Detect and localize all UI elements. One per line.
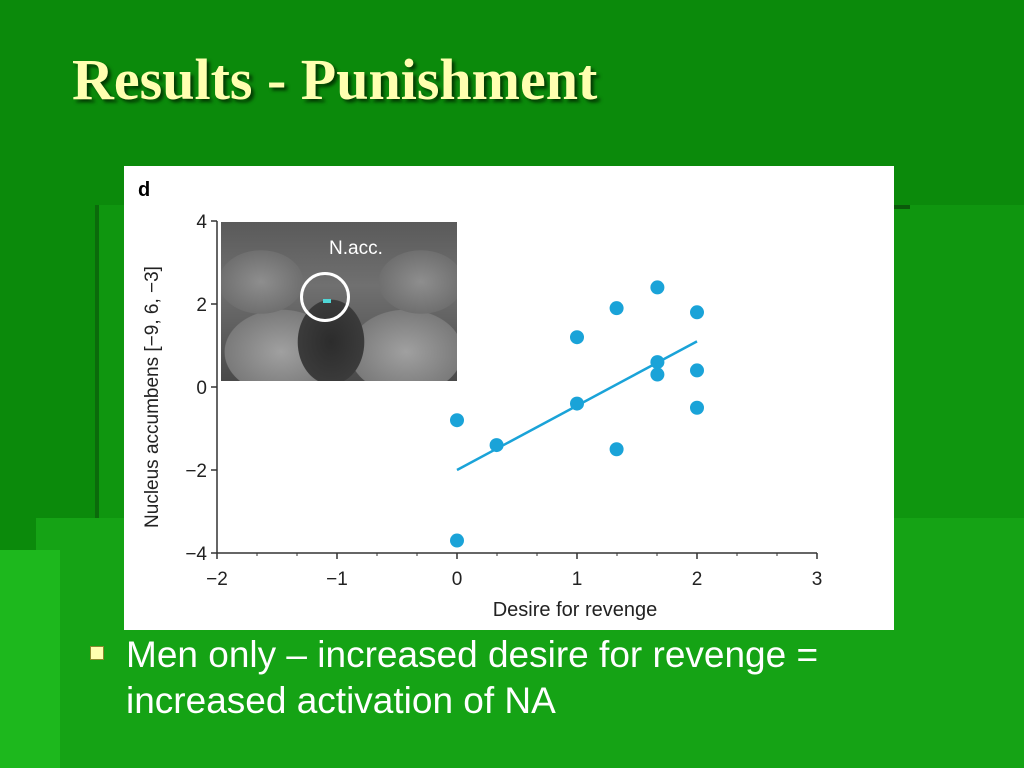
x-tick-label: 2 <box>692 569 703 590</box>
panel-label: d <box>138 179 150 201</box>
slide-title: Results - Punishment <box>72 47 598 112</box>
x-tick-label: 3 <box>812 569 823 590</box>
y-tick-label: 0 <box>196 378 207 399</box>
data-point <box>690 400 704 415</box>
data-point <box>650 280 665 295</box>
data-point <box>650 367 665 382</box>
x-tick-label: 1 <box>572 569 583 590</box>
y-tick-label: 4 <box>196 212 207 233</box>
y-tick-label: 2 <box>196 295 207 316</box>
bullet-text: Men only – increased desire for revenge … <box>126 634 819 721</box>
scatter-chart: d −2 −1 0 1 2 3 −4 −2 0 2 4 Desire for revenge Nucleu… <box>138 179 823 621</box>
y-tick-label: −4 <box>185 544 207 565</box>
y-tick-label: −2 <box>185 461 207 482</box>
decorative-line-left <box>95 205 99 518</box>
data-point <box>609 442 624 457</box>
x-tick-label: 0 <box>452 569 463 590</box>
data-point <box>450 533 464 548</box>
activation-spot <box>323 299 331 303</box>
data-point <box>609 301 624 316</box>
y-axis-title: Nucleus accumbens [−9, 6, −3] <box>142 266 163 528</box>
x-tick-label: −2 <box>206 569 228 590</box>
data-point <box>690 363 704 378</box>
brain-scan-inset: N.acc. <box>221 222 457 381</box>
background-panel-corner <box>0 550 60 768</box>
data-point <box>489 438 504 453</box>
figure-panel: d −2 −1 0 1 2 3 −4 −2 0 2 4 Desire for revenge Nucleu… <box>124 166 894 630</box>
bullet-marker-icon <box>90 646 104 660</box>
x-axis-title: Desire for revenge <box>493 599 658 621</box>
region-circle <box>300 272 350 322</box>
x-tick-label: −1 <box>326 569 348 590</box>
data-point <box>650 355 665 370</box>
data-point <box>570 330 584 345</box>
data-point <box>570 396 584 411</box>
data-point <box>690 305 704 320</box>
data-point <box>450 413 464 428</box>
inset-label: N.acc. <box>329 238 383 259</box>
